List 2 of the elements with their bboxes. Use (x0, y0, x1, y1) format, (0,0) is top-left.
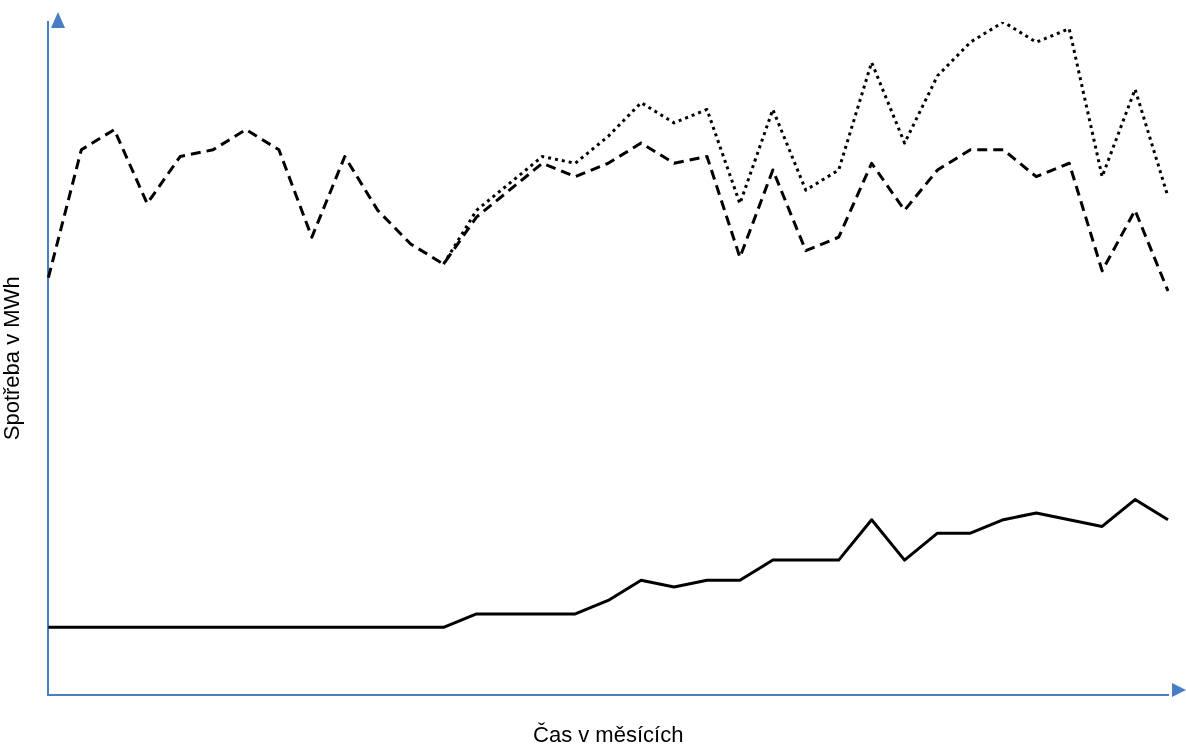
y-axis-title: Spotřeba v MWh (0, 276, 25, 441)
x-axis-title: Čas v měsících (533, 721, 684, 747)
